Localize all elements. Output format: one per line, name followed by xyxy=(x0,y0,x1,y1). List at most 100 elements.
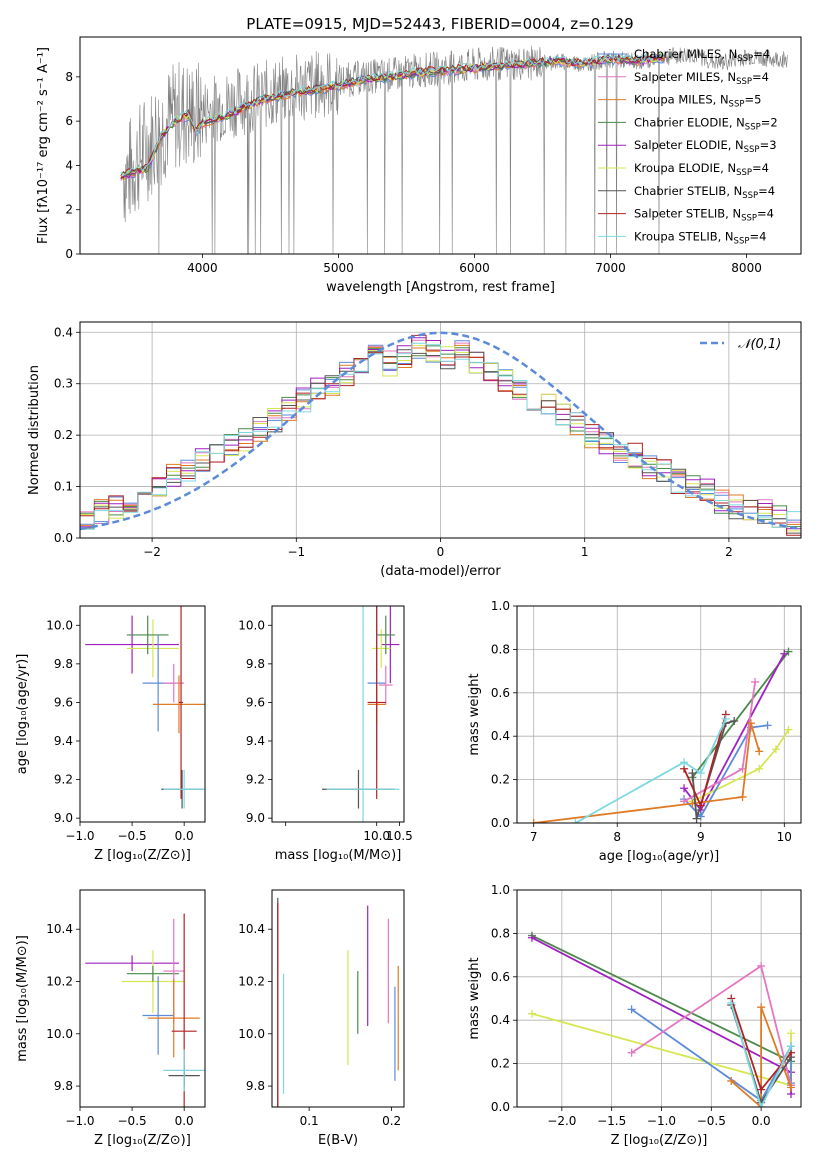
weight_vs_age-panel: 7 8 9 10 0.0 0.2 0.4 0.6 0.8 1.0 age [log₁₀(age/yr… xyxy=(467,599,802,864)
legend-label-sub: SSP xyxy=(729,100,745,110)
weight-marker-salpeter_miles xyxy=(627,1048,636,1057)
mass_vs_ebv-xtick-label: 0.1 xyxy=(300,1114,319,1128)
age_vs_z-plot-area xyxy=(85,606,205,809)
weight-marker-chabrier_stelib xyxy=(692,814,701,823)
mass_vs_ebv-xtick-label: 0.2 xyxy=(382,1114,401,1128)
mass_vs_ebv-xlabel: E(B-V) xyxy=(318,1133,358,1148)
legend-label-main: Chabrier ELODIE, N xyxy=(634,115,745,129)
weight-marker-kroupa_stelib xyxy=(727,998,736,1007)
weight-marker-kroupa_stelib xyxy=(571,819,580,823)
legend-label-salpeter_miles: Salpeter MILES, NSSP=4 xyxy=(634,70,769,87)
weight_vs_z-xlabel: Z [log₁₀(Z/Z⊙)] xyxy=(611,1133,708,1148)
weight-marker-chabrier_elodie xyxy=(784,647,793,656)
weight-marker-kroupa_stelib xyxy=(696,769,705,778)
mass_vs_z-ylabel: mass [log₁₀(M/M⊙)] xyxy=(15,935,30,1062)
spectrum-ytick-label: 6 xyxy=(65,114,73,128)
weight-line-kroupa_miles xyxy=(730,1006,792,1107)
weight-marker-kroupa_elodie xyxy=(771,745,780,754)
weight_vs_z-xtick-label: −1.0 xyxy=(647,1114,676,1128)
weight-marker-salpeter_elodie xyxy=(780,649,789,658)
legend-label-main: Kroupa ELODIE, N xyxy=(634,161,736,175)
residuals-xlabel: (data-model)/error xyxy=(380,564,501,579)
mass_vs_z-ytick-label: 10.4 xyxy=(46,922,73,936)
residuals-ytick-label: 0.3 xyxy=(54,377,73,391)
weight-marker-kroupa_stelib xyxy=(721,714,730,723)
residual-histogram-kroupa_stelib xyxy=(80,342,801,538)
weight-marker-chabrier_stelib xyxy=(730,717,739,726)
model-line-chabrier_stelib xyxy=(120,54,665,176)
legend-label-chabrier_miles: Chabrier MILES, NSSP=4 xyxy=(634,47,770,64)
weight-marker-chabrier_stelib xyxy=(688,769,697,778)
spectrum-panel: 4000 5000 6000 7000 8000 0 2 4 6 8 wavelength [Ang… xyxy=(36,36,802,295)
plots-layer: 4000 5000 6000 7000 8000 0 2 4 6 8 wavelength [Ang… xyxy=(15,36,802,1148)
weight-marker-salpeter_miles xyxy=(757,961,766,970)
age_vs_z-frame xyxy=(79,605,206,823)
age_vs_z-panel: −1.0 −0.5 0.0 9.0 9.2 9.4 9.6 9.8 10.0 Z [log₁₀(Z… xyxy=(15,605,206,863)
weight-marker-kroupa_elodie xyxy=(787,1029,796,1038)
residuals-ytick-label: 0.0 xyxy=(54,531,73,545)
weight_vs_z-frame xyxy=(516,889,802,1108)
weight_vs_z-xtick-label: −1.5 xyxy=(597,1114,626,1128)
weight-line-chabrier_miles xyxy=(631,1008,792,1102)
mass_vs_z-xtick-label: 0.0 xyxy=(175,1114,194,1128)
age_vs_mass-ytick-label: 9.6 xyxy=(246,695,265,709)
legend-label-sub: SSP xyxy=(741,214,757,224)
weight-marker-chabrier_miles xyxy=(627,1005,636,1014)
weight_vs_z-ytick-label: 0.4 xyxy=(491,1013,510,1027)
mass_vs_ebv-ytick-label: 9.8 xyxy=(246,1079,265,1093)
weight-marker-salpeter_miles xyxy=(751,677,760,686)
mass_vs_z-frame xyxy=(79,889,206,1108)
data-spectrum-line xyxy=(123,45,788,254)
figure-title: PLATE=0915, MJD=52443, FIBERID=0004, z=0… xyxy=(246,15,633,33)
weight-line-kroupa_stelib xyxy=(730,1002,792,1107)
age_vs_z-ytick-label: 9.4 xyxy=(54,734,73,748)
weight-line-kroupa_elodie xyxy=(692,729,790,803)
legend-label-main: Salpeter MILES, N xyxy=(634,70,736,84)
age_vs_mass-ytick-label: 9.2 xyxy=(246,773,265,787)
weight_vs_z-xtick-label: −2.0 xyxy=(547,1114,576,1128)
legend-label-tail: =4 xyxy=(757,207,774,221)
age_vs_z-ytick-label: 9.0 xyxy=(54,811,73,825)
weight-marker-kroupa_elodie xyxy=(755,764,764,773)
legend-label-tail: =3 xyxy=(760,138,777,152)
residuals-ylabel: Normed distribution xyxy=(27,365,42,495)
residuals-xtick-label: −1 xyxy=(287,545,305,559)
mass_vs_ebv-ytick-label: 10.2 xyxy=(238,975,265,989)
spectrum-xtick-label: 6000 xyxy=(459,261,490,275)
spectrum-frame xyxy=(79,36,802,255)
legend-label-tail: =4 xyxy=(758,184,775,198)
weight_vs_z-xtick-label: 0.0 xyxy=(752,1114,771,1128)
age_vs_z-xlabel: Z [log₁₀(Z/Z⊙)] xyxy=(94,848,191,863)
legend-label-sub: SSP xyxy=(745,122,761,132)
weight_vs_z-xtick-label: −0.5 xyxy=(697,1114,726,1128)
age_vs_z-ytick-label: 10.0 xyxy=(46,618,73,632)
weight_vs_z-panel: −2.0 −1.5 −1.0 −0.5 0.0 0.0 0.2 0.4 0.6 0.8 1.0 Z [… xyxy=(467,883,802,1148)
weight-marker-kroupa_miles xyxy=(529,819,538,823)
spectrum-xtick-label: 5000 xyxy=(323,261,354,275)
legend-label-chabrier_stelib: Chabrier STELIB, NSSP=4 xyxy=(634,184,775,201)
legend-label-chabrier_elodie: Chabrier ELODIE, NSSP=2 xyxy=(634,115,778,132)
legend-label-main: Kroupa MILES, N xyxy=(634,93,729,107)
weight-marker-kroupa_elodie xyxy=(527,1009,536,1018)
weight_vs_age-ylabel: mass weight xyxy=(467,673,482,755)
weight_vs_z-ytick-label: 0.8 xyxy=(491,926,510,940)
age_vs_z-xtick-label: −1.0 xyxy=(65,829,94,843)
residuals-ytick-label: 0.2 xyxy=(54,428,73,442)
weight-marker-salpeter_stelib xyxy=(696,801,705,810)
legend-label-main: Chabrier STELIB, N xyxy=(634,184,742,198)
weight_vs_age-xtick-label: 9 xyxy=(697,830,705,844)
residuals-xtick-label: 2 xyxy=(725,545,733,559)
mass_vs_z-xtick-label: −1.0 xyxy=(65,1114,94,1128)
age_vs_z-xtick-label: −0.5 xyxy=(118,829,147,843)
weight_vs_age-ytick-label: 0.0 xyxy=(491,816,510,830)
spectrum-ytick-label: 2 xyxy=(65,203,73,217)
weight-marker-kroupa_miles xyxy=(727,1076,736,1085)
spectrum-ytick-label: 8 xyxy=(65,70,73,84)
mass_vs_ebv-frame xyxy=(271,889,405,1108)
legend-label-tail: =4 xyxy=(752,70,769,84)
legend-label-main: Salpeter ELODIE, N xyxy=(634,138,744,152)
legend-label-sub: SSP xyxy=(744,145,760,155)
spectrum-xlabel: wavelength [Angstrom, rest frame] xyxy=(326,280,555,295)
